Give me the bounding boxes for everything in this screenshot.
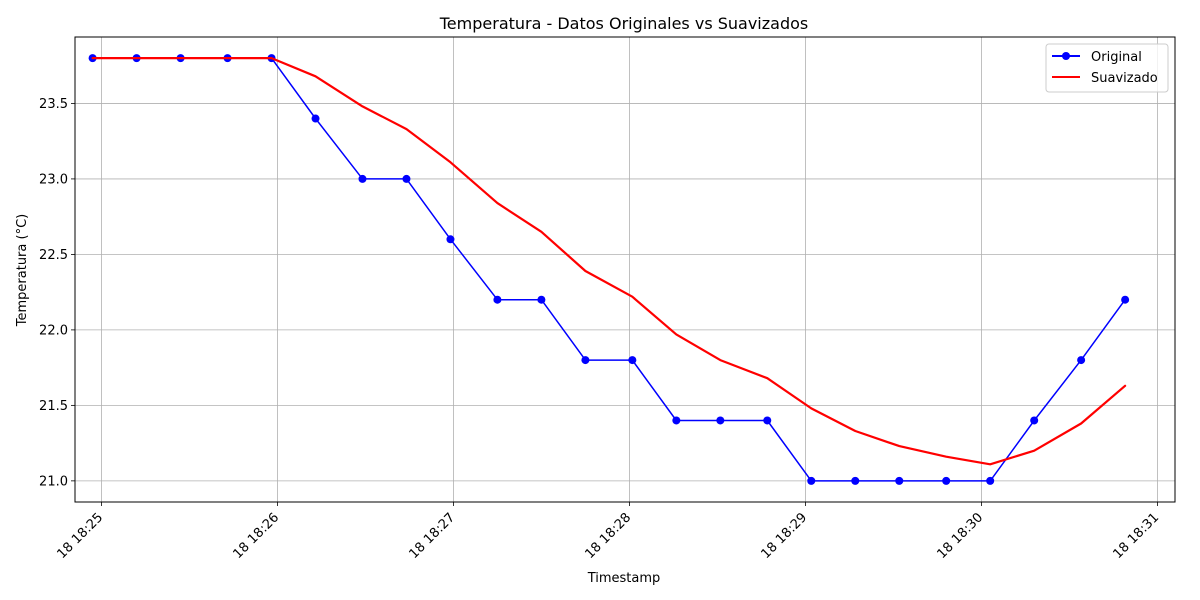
legend-label-original: Original (1091, 50, 1142, 65)
y-tick-label: 22.5 (39, 248, 68, 263)
x-tick-label: 18 18:28 (583, 510, 635, 562)
y-axis-ticks: 21.0 21.5 22.0 22.5 23.0 23.5 (39, 97, 75, 489)
data-point-original (807, 476, 816, 485)
data-point-original (895, 476, 904, 485)
plot-series (88, 54, 1130, 485)
data-point-original (402, 174, 411, 183)
data-point-original (1030, 416, 1039, 425)
data-point-original (1121, 295, 1130, 304)
chart-title: Temperatura - Datos Originales vs Suaviz… (439, 14, 808, 33)
data-point-original (1077, 356, 1086, 365)
data-point-original (358, 174, 367, 183)
data-point-original (851, 476, 860, 485)
plot-area-frame (74, 36, 1176, 503)
y-tick-label: 23.5 (39, 97, 68, 112)
y-axis-label: Temperatura (°C) (15, 214, 30, 327)
series-line-original (91, 57, 1126, 482)
grid (75, 37, 1175, 502)
series-line-suavizado (91, 56, 1127, 466)
x-tick-label: 18 18:27 (407, 510, 459, 562)
data-point-original (763, 416, 772, 425)
data-point-original (581, 356, 590, 365)
data-point-original (672, 416, 681, 425)
legend-label-suavizado: Suavizado (1091, 71, 1158, 86)
x-axis-ticks: 18 18:25 18 18:26 18 18:27 18 18:28 18 18:29… (55, 502, 1163, 562)
x-axis-label: Timestamp (587, 571, 661, 586)
data-point-original (493, 295, 502, 304)
x-tick-label: 18 18:25 (55, 510, 107, 562)
data-point-original (942, 476, 951, 485)
data-point-original (986, 476, 995, 485)
data-point-original (628, 356, 637, 365)
y-tick-label: 21.5 (39, 399, 68, 414)
y-tick-label: 22.0 (39, 323, 68, 338)
data-point-original (311, 114, 320, 123)
data-point-original (716, 416, 725, 425)
legend: Original Suavizado (1045, 43, 1169, 93)
x-tick-label: 18 18:31 (1111, 510, 1163, 562)
data-point-original (446, 235, 455, 244)
y-tick-label: 23.0 (39, 172, 68, 187)
x-tick-label: 18 18:26 (231, 510, 283, 562)
data-point-original (537, 295, 546, 304)
legend-marker-original (1062, 52, 1070, 60)
x-tick-label: 18 18:29 (759, 510, 811, 562)
x-tick-label: 18 18:30 (935, 510, 987, 562)
y-tick-label: 21.0 (39, 474, 68, 489)
